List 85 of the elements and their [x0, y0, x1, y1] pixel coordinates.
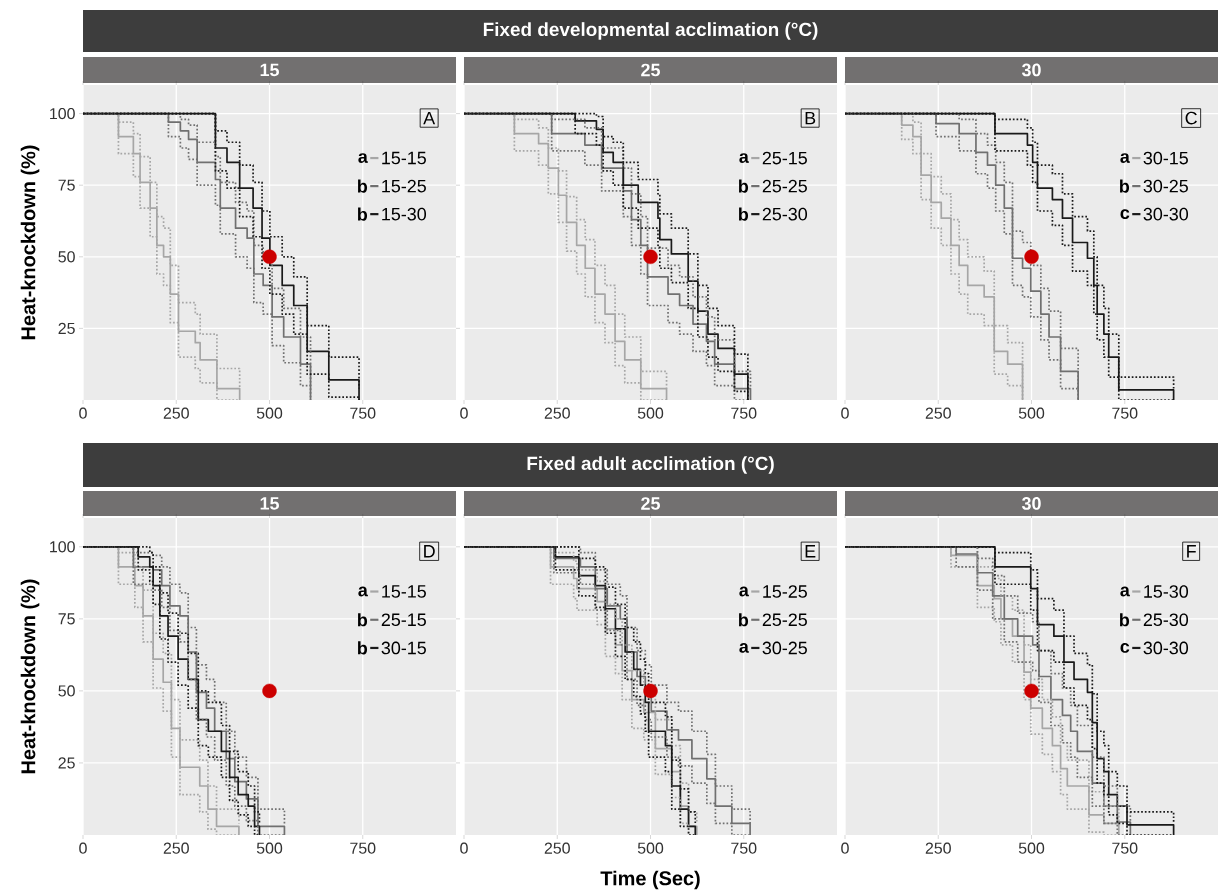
legend-label: 25-25: [762, 613, 807, 627]
chart-subtitle: Fixed developmental acclimation (°C): [483, 22, 818, 40]
annotation: D: [424, 545, 435, 558]
x-tick-label: 500: [637, 407, 664, 419]
x-tick-label: 0: [79, 842, 87, 854]
legend-label: 30-30: [1143, 641, 1189, 655]
legend-label: 30-25: [762, 641, 807, 655]
annotation: b: [358, 207, 368, 221]
annotation: E: [805, 545, 816, 558]
annotation: F: [1187, 545, 1196, 558]
legend-label: 15-15: [382, 151, 426, 165]
chart-title: 30: [1021, 497, 1041, 510]
y-tick-label: 25: [58, 322, 75, 335]
legend-label: 30-15: [1143, 151, 1188, 165]
legend-label: 15-15: [382, 585, 426, 598]
annotation: b: [739, 179, 749, 193]
annotation: b: [1120, 613, 1130, 627]
y-tick-label: 50: [58, 251, 75, 263]
x-tick-label: 750: [1112, 842, 1138, 854]
legend-label: 15-30: [382, 207, 427, 221]
annotation: B: [805, 111, 816, 125]
chart-title: 25: [641, 63, 660, 77]
y-axis-title: Heat-knockdown (%): [20, 145, 40, 340]
y-tick-label: 50: [58, 685, 75, 697]
x-tick-label: 0: [79, 407, 87, 419]
annotation: b: [358, 641, 368, 655]
x-tick-label: 0: [841, 842, 849, 854]
y-tick-label: 75: [58, 613, 75, 625]
legend-label: 25-25: [762, 179, 807, 193]
x-tick-label: 250: [544, 842, 570, 854]
y-tick-label: 100: [50, 541, 75, 553]
annotation: A: [423, 111, 436, 125]
x-tick-label: 750: [731, 842, 757, 854]
y-tick-label: 100: [50, 107, 75, 120]
annotation: a: [739, 586, 749, 597]
x-tick-label: 250: [544, 407, 570, 419]
annotation: b: [358, 613, 368, 627]
x-tick-label: 750: [350, 842, 376, 854]
x-tick-label: 750: [1112, 407, 1138, 419]
x-tick-label: 500: [256, 842, 283, 854]
chart-title: 30: [1021, 63, 1041, 77]
x-tick-label: 500: [1018, 842, 1045, 854]
annotation: a: [739, 153, 749, 163]
annotation: b: [739, 613, 749, 627]
annotation: a: [1120, 586, 1130, 597]
annotation: c: [1120, 643, 1130, 653]
legend-label: 15-25: [763, 585, 807, 598]
annotation: b: [358, 179, 368, 193]
y-tick-label: 25: [58, 757, 75, 769]
chart-title: 25: [641, 497, 660, 510]
x-tick-label: 750: [350, 407, 376, 419]
legend-label: 25-30: [1143, 613, 1189, 627]
annotation: c: [1120, 209, 1130, 220]
x-tick-label: 250: [925, 842, 951, 854]
x-tick-label: 0: [460, 842, 468, 854]
annotation: a: [1120, 153, 1130, 163]
chart-title: 15: [260, 63, 279, 77]
annotation: C: [1185, 111, 1197, 125]
annotation: a: [358, 153, 368, 163]
x-tick-label: 500: [1018, 407, 1045, 419]
y-axis-title: Heat-knockdown (%): [20, 579, 40, 774]
annotation: b: [739, 207, 749, 221]
x-tick-label: 250: [163, 842, 189, 854]
legend-label: 30-30: [1143, 207, 1189, 221]
annotation: b: [1120, 179, 1130, 193]
x-tick-label: 250: [163, 407, 189, 419]
legend-label: 25-15: [762, 151, 807, 165]
x-tick-label: 0: [460, 407, 468, 419]
x-tick-label: 750: [731, 407, 757, 419]
legend-label: 15-30: [1144, 585, 1189, 598]
chart-subtitle: Fixed adult acclimation (°C): [527, 456, 774, 474]
annotation: a: [358, 586, 368, 597]
x-tick-label: 500: [637, 842, 664, 854]
x-tick-label: 500: [256, 407, 283, 419]
legend-label: 30-15: [381, 641, 426, 655]
y-tick-label: 75: [58, 179, 75, 191]
chart-title: 15: [260, 497, 279, 510]
x-tick-label: 0: [841, 407, 849, 419]
legend-label: 30-25: [1143, 179, 1188, 193]
legend-label: 15-25: [382, 179, 426, 193]
legend-label: 25-15: [381, 613, 426, 627]
annotation: a: [739, 643, 749, 653]
legend-label: 25-30: [762, 207, 808, 221]
x-tick-label: 250: [925, 407, 951, 419]
x-axis-title: Time (Sec): [600, 870, 700, 890]
